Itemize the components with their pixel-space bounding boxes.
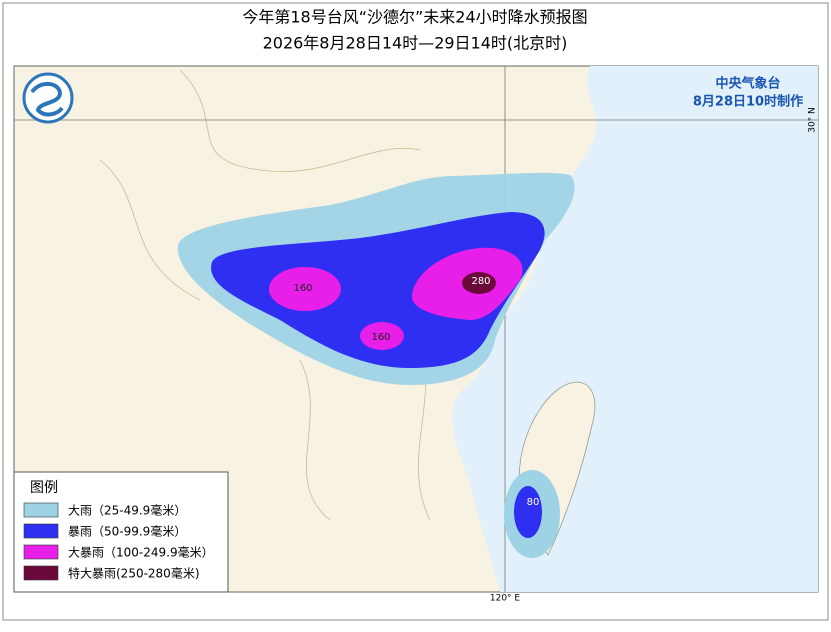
- rain-area: [462, 272, 496, 294]
- legend-swatch: [23, 544, 59, 560]
- rain-label: 80: [527, 497, 540, 508]
- latitude-label: 30° N: [808, 107, 818, 133]
- rain-area: [360, 322, 404, 350]
- province-border: [99, 69, 431, 521]
- logo-mark: [30, 82, 64, 117]
- legend-swatch: [23, 502, 59, 518]
- legend-title: 图例: [30, 480, 58, 496]
- longitude-label: 120° E: [490, 594, 521, 604]
- rain-area: [269, 267, 341, 311]
- subtitle: 2026年8月28日14时—29日14时(北京时): [263, 34, 568, 53]
- rain-label: 160: [293, 283, 312, 294]
- rain-label: 280: [471, 276, 490, 287]
- issued-time: 8月28日10时制作: [693, 94, 803, 110]
- title: 今年第18号台风“沙德尔”未来24小时降水预报图: [242, 8, 587, 27]
- legend: 图例 大雨（25-49.9毫米） 暴雨（50-99.9毫米） 大暴雨（100-249…: [13, 471, 229, 593]
- rain-label: 160: [371, 332, 390, 343]
- rain-area: [514, 486, 542, 538]
- legend-label: 大暴雨（100-249.9毫米）: [68, 545, 214, 560]
- legend-swatch: [23, 565, 59, 581]
- rain-area: [211, 212, 545, 368]
- legend-swatch: [23, 523, 59, 539]
- agency: 中央气象台: [715, 76, 780, 92]
- legend-label: 特大暴雨(250-280毫米): [68, 566, 200, 581]
- legend-label: 大雨（25-49.9毫米）: [68, 503, 186, 518]
- legend-label: 暴雨（50-99.9毫米）: [68, 524, 186, 539]
